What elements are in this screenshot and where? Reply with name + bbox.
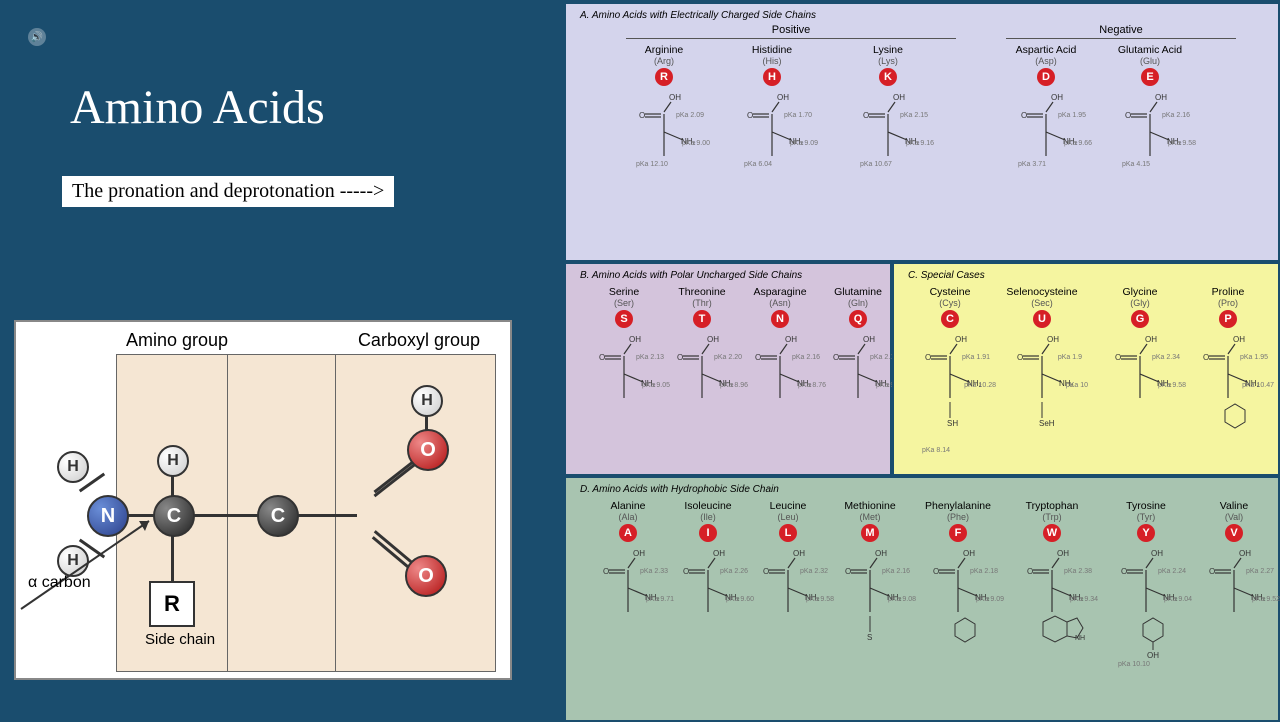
sidechain-label: Side chain — [145, 631, 215, 648]
svg-text:O: O — [677, 353, 683, 362]
svg-text:OH: OH — [669, 93, 681, 102]
svg-text:OH: OH — [875, 549, 887, 558]
svg-text:O: O — [933, 567, 939, 576]
amino-acid-A: Alanine(Ala)AOHONH₂pKa 2.33pKa 9.71 — [586, 500, 670, 622]
amino-acid-E: Glutamic Acid(Glu)EOHONH₂−pKa 2.16pKa 9.… — [1108, 44, 1192, 166]
svg-text:O: O — [603, 567, 609, 576]
svg-text:O: O — [863, 111, 869, 120]
svg-text:O: O — [1115, 353, 1121, 362]
svg-text:OH: OH — [777, 93, 789, 102]
svg-text:O: O — [845, 567, 851, 576]
svg-text:O: O — [683, 567, 689, 576]
amino-acid-W: Tryptophan(Trp)WOHONH₂NHpKa 2.38pKa 9.34 — [1010, 500, 1094, 666]
svg-text:OH: OH — [955, 335, 967, 344]
svg-text:O: O — [763, 567, 769, 576]
amino-acid-chart: A. Amino Acids with Electrically Charged… — [562, 0, 1278, 720]
svg-text:O: O — [1125, 111, 1131, 120]
svg-text:O: O — [925, 353, 931, 362]
amino-acid-R: Arginine(Arg)ROHONH₂+pKa 2.09pKa 9.00pKa… — [622, 44, 706, 166]
amino-acid-S: Serine(Ser)SOHONH₂pKa 2.13pKa 9.05 — [582, 286, 666, 408]
atom-h: H — [157, 445, 189, 477]
svg-text:OH: OH — [1239, 549, 1251, 558]
svg-text:O: O — [1203, 353, 1209, 362]
group-label: Negative — [1006, 24, 1236, 39]
svg-text:OH: OH — [1147, 651, 1159, 660]
amino-acid-H: Histidine(His)HOHONH₂+pKa 1.70pKa 9.09pK… — [730, 44, 814, 166]
panel-b-title: B. Amino Acids with Polar Uncharged Side… — [580, 270, 802, 281]
svg-text:OH: OH — [1047, 335, 1059, 344]
panel-special: C. Special Cases Cysteine(Cys)COHONH₂SHp… — [892, 262, 1280, 476]
svg-text:SH: SH — [947, 419, 958, 428]
svg-text:O: O — [1021, 111, 1027, 120]
amino-acid-Q: Glutamine(Gln)QOHONH₂pKa 2.18pKa 9.00 — [816, 286, 900, 408]
svg-text:OH: OH — [1051, 93, 1063, 102]
svg-text:OH: OH — [633, 549, 645, 558]
svg-text:O: O — [833, 353, 839, 362]
atom-c-carboxyl: C — [257, 495, 299, 537]
atom-o: O — [407, 429, 449, 471]
svg-text:O: O — [639, 111, 645, 120]
carboxyl-group-label: Carboxyl group — [358, 330, 480, 351]
svg-text:OH: OH — [629, 335, 641, 344]
panel-charged: A. Amino Acids with Electrically Charged… — [564, 2, 1280, 262]
amino-acid-U: Selenocysteine(Sec)UOHONH₂SeHpKa 1.9pKa … — [1000, 286, 1084, 452]
svg-text:OH: OH — [863, 335, 875, 344]
svg-text:S: S — [867, 633, 872, 642]
panel-polar: B. Amino Acids with Polar Uncharged Side… — [564, 262, 892, 476]
svg-text:OH: OH — [785, 335, 797, 344]
amino-acid-V: Valine(Val)VOHONH₂pKa 2.27pKa 9.52 — [1192, 500, 1276, 622]
structure-inner: H H N C H C O H O R Side chain — [116, 354, 496, 672]
amino-acid-C: Cysteine(Cys)COHONH₂SHpKa 1.91pKa 10.28p… — [908, 286, 992, 452]
atom-o: O — [405, 555, 447, 597]
panel-hydrophobic: D. Amino Acids with Hydrophobic Side Cha… — [564, 476, 1280, 722]
atom-h: H — [411, 385, 443, 417]
amino-acid-D: Aspartic Acid(Asp)DOHONH₂−pKa 1.95pKa 9.… — [1004, 44, 1088, 166]
amino-group-label: Amino group — [126, 330, 228, 351]
svg-text:O: O — [747, 111, 753, 120]
svg-text:OH: OH — [793, 549, 805, 558]
amino-acid-G: Glycine(Gly)GOHONH₂pKa 2.34pKa 9.58 — [1098, 286, 1182, 408]
amino-acid-T: Threonine(Thr)TOHONH₂pKa 2.20pKa 8.96 — [660, 286, 744, 408]
amino-acid-I: Isoleucine(Ile)IOHONH₂pKa 2.26pKa 9.60 — [666, 500, 750, 622]
svg-text:SeH: SeH — [1039, 419, 1055, 428]
svg-text:NH: NH — [1075, 635, 1085, 642]
atom-h: H — [57, 451, 89, 483]
svg-text:OH: OH — [1145, 335, 1157, 344]
panel-c-title: C. Special Cases — [908, 270, 985, 281]
svg-text:OH: OH — [707, 335, 719, 344]
panel-d-title: D. Amino Acids with Hydrophobic Side Cha… — [580, 484, 779, 495]
page-title: Amino Acids — [70, 80, 325, 135]
amino-acid-Y: Tyrosine(Tyr)YOHONH₂OHpKa 2.24pKa 9.04pK… — [1104, 500, 1188, 666]
svg-text:OH: OH — [893, 93, 905, 102]
svg-text:O: O — [1017, 353, 1023, 362]
svg-text:OH: OH — [713, 549, 725, 558]
amino-acid-K: Lysine(Lys)KOHONH₂+pKa 2.15pKa 9.16pKa 1… — [846, 44, 930, 166]
amino-acid-F: Phenylalanine(Phe)FOHONH₂pKa 2.18pKa 9.0… — [916, 500, 1000, 666]
svg-text:OH: OH — [1151, 549, 1163, 558]
amino-acid-L: Leucine(Leu)LOHONH₂pKa 2.32pKa 9.58 — [746, 500, 830, 622]
svg-text:O: O — [599, 353, 605, 362]
amino-acid-N: Asparagine(Asn)NOHONH₂pKa 2.16pKa 8.76 — [738, 286, 822, 408]
amino-acid-M: Methionine(Met)MOHONH₂SpKa 2.16pKa 9.08 — [828, 500, 912, 666]
svg-text:OH: OH — [1155, 93, 1167, 102]
svg-text:O: O — [1209, 567, 1215, 576]
svg-text:OH: OH — [1233, 335, 1245, 344]
speaker-icon: 🔊 — [28, 28, 46, 46]
svg-text:OH: OH — [1057, 549, 1069, 558]
group-label: Positive — [626, 24, 956, 39]
alpha-carbon-label: α carbon — [28, 574, 91, 592]
svg-text:O: O — [1121, 567, 1127, 576]
amino-acid-structure-diagram: Amino group Carboxyl group H H N C H C O… — [14, 320, 512, 680]
panel-a-title: A. Amino Acids with Electrically Charged… — [580, 10, 816, 21]
svg-text:O: O — [755, 353, 761, 362]
amino-acid-P: Proline(Pro)POHONH₂pKa 1.95pKa 10.47 — [1186, 286, 1270, 452]
svg-text:OH: OH — [963, 549, 975, 558]
subtitle-banner: The pronation and deprotonation -----> — [62, 176, 394, 207]
svg-text:O: O — [1027, 567, 1033, 576]
